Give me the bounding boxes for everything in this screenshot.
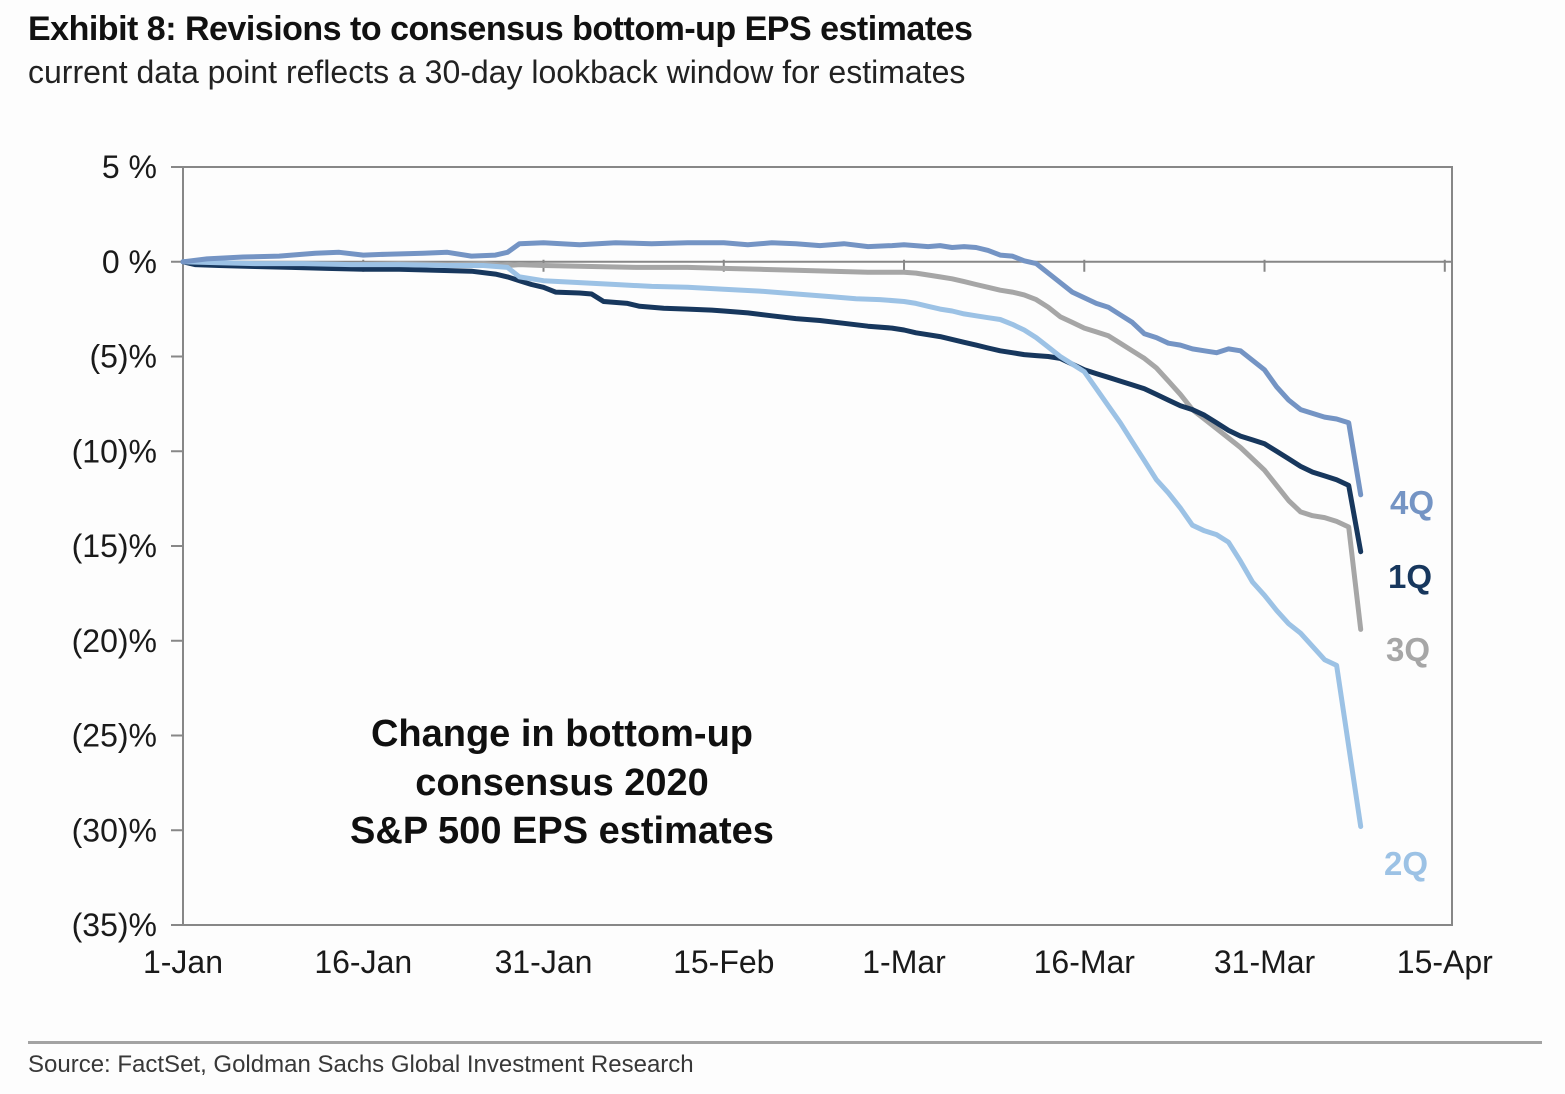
x-tick-label: 31-Mar bbox=[1214, 944, 1316, 980]
y-tick-label: (20)% bbox=[72, 623, 157, 659]
source-line: Source: FactSet, Goldman Sachs Global In… bbox=[28, 1051, 694, 1078]
series-label-2q: 2Q bbox=[1384, 845, 1429, 882]
y-tick-label: (10)% bbox=[72, 433, 157, 469]
x-tick-label: 31-Jan bbox=[495, 944, 593, 980]
series-line-4Q bbox=[180, 240, 1364, 498]
x-tick-label: 16-Mar bbox=[1034, 944, 1136, 980]
y-tick-label: (25)% bbox=[72, 718, 157, 754]
x-tick-label: 1-Mar bbox=[862, 944, 946, 980]
footer-divider bbox=[28, 1041, 1542, 1044]
y-tick-label: (15)% bbox=[72, 528, 157, 564]
series-line-1Q bbox=[180, 259, 1364, 555]
x-tick-label: 16-Jan bbox=[314, 944, 412, 980]
y-tick-label: 5 % bbox=[102, 149, 157, 185]
y-tick-label: (35)% bbox=[72, 907, 157, 943]
x-tick-label: 15-Apr bbox=[1397, 944, 1493, 980]
x-tick-label: 15-Feb bbox=[673, 944, 774, 980]
y-tick-label: (5)% bbox=[89, 339, 157, 375]
exhibit-title: Exhibit 8: Revisions to consensus bottom… bbox=[28, 10, 973, 48]
series-label-4q: 4Q bbox=[1390, 484, 1435, 521]
y-tick-label: 0 % bbox=[102, 244, 157, 280]
y-tick-label: (30)% bbox=[72, 812, 157, 848]
series-line-3Q bbox=[180, 259, 1364, 632]
exhibit-subtitle: current data point reflects a 30-day loo… bbox=[28, 54, 966, 90]
chart-annotation: Change in bottom-up consensus 2020 S&P 5… bbox=[350, 713, 774, 853]
series-label-3q: 3Q bbox=[1386, 631, 1431, 668]
series-line-2Q bbox=[180, 259, 1364, 829]
series-label-1q: 1Q bbox=[1388, 558, 1433, 595]
x-tick-label: 1-Jan bbox=[143, 944, 223, 980]
